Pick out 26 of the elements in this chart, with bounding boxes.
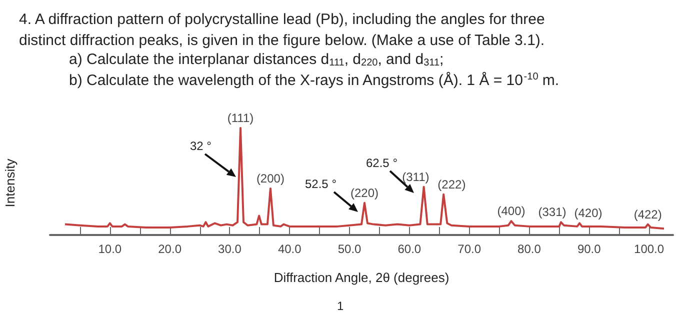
annotation: (422) <box>634 207 662 222</box>
annotation: 62.5 ° <box>366 156 398 170</box>
x-tick-label: 80.0 <box>518 242 542 256</box>
annotation: (400) <box>497 204 526 218</box>
annotation: (311) <box>402 170 430 184</box>
x-tick-label: 30.0 <box>218 242 242 256</box>
x-tick-label: 90.0 <box>577 242 602 256</box>
annotation: (111) <box>227 111 254 125</box>
annotation: (220) <box>350 186 379 200</box>
x-tick-label: 10.0 <box>98 242 122 256</box>
annotation: (331) <box>538 205 566 220</box>
y-axis-title: Intensity <box>2 158 18 208</box>
x-tick-label: 20.0 <box>158 242 182 256</box>
annotation: (420) <box>574 206 602 220</box>
x-tick-label: 70.0 <box>458 242 482 256</box>
x-tick-label: 40.0 <box>278 242 302 256</box>
x-tick-label: 50.0 <box>338 242 362 256</box>
x-axis-title: Diffraction Angle, 2θ (degrees) <box>274 270 450 285</box>
x-tick-label: 100.0 <box>634 242 664 256</box>
annotation: 32 ° <box>190 139 212 153</box>
chart-title: 4. A diffraction pattern of polycrystalline lead (Pb), including the angles for three distinct diffraction peaks, is given in the figure below. (Make a use of Table 3.1). <box>19 11 545 49</box>
annotation: (222) <box>438 177 466 192</box>
annotation: 52.5 ° <box>305 177 337 191</box>
text: 1 <box>337 299 344 313</box>
annotation: (200) <box>256 171 284 186</box>
x-tick-label: 60.0 <box>398 242 422 256</box>
